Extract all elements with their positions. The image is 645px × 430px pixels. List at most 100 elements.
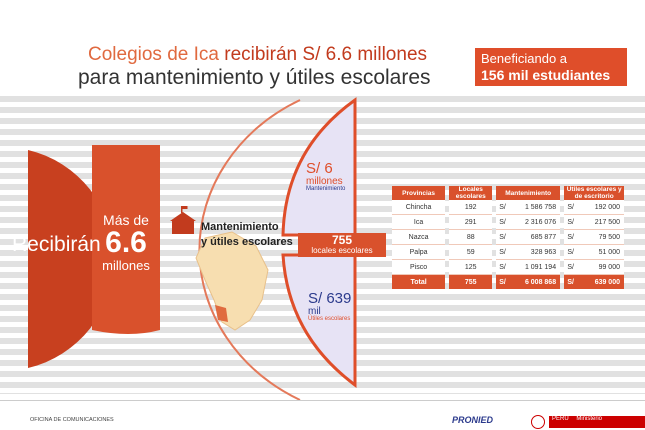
cell-value: 328 963 <box>530 248 557 256</box>
arc-top-caption: Mantenimiento <box>306 186 346 192</box>
cell-value: 51 000 <box>598 248 620 256</box>
table-row: Nazca 88 S/685 877 S/79 500 <box>392 229 624 245</box>
maint-label-line-2: y útiles escolares <box>201 236 293 248</box>
beneficiaries-badge: Beneficiando a 156 mil estudiantes <box>475 48 627 86</box>
table-cell: S/217 500 <box>564 214 624 230</box>
title-line-2: para mantenimiento y útiles escolares <box>78 66 431 89</box>
currency-label: S/ <box>567 218 574 226</box>
badge-line-2: 156 mil estudiantes <box>481 67 611 83</box>
table-row: Palpa 59 S/328 963 S/51 000 <box>392 244 624 260</box>
table-cell: Chincha <box>392 200 446 215</box>
maint-label-line-1: Mantenimiento <box>201 221 279 233</box>
title-line-1: Colegios de Ica recibirán S/ 6.6 millone… <box>88 44 645 66</box>
table-cell: Palpa <box>392 244 446 260</box>
school-icon <box>170 206 196 234</box>
currency-label: S/ <box>499 203 506 211</box>
table-cell: S/685 877 <box>496 229 561 245</box>
footer: OFICINA DE COMUNICACIONES PRONIED PERÚ M… <box>0 400 645 430</box>
table-cell: S/328 963 <box>496 244 561 260</box>
cell-value: 217 500 <box>594 218 620 226</box>
table-cell: S/639 000 <box>564 274 624 289</box>
table-cell: S/79 500 <box>564 229 624 245</box>
budget-table: Provincias Locales escolares Mantenimien… <box>392 186 624 289</box>
arc-bottom-fill <box>281 253 357 388</box>
ica-region <box>215 305 228 322</box>
currency-label: S/ <box>499 233 506 241</box>
arc-bottom-amount: S/ 639 <box>308 290 352 307</box>
col-header: Útiles escolares y de escritorio <box>564 186 624 200</box>
peru-shield-icon <box>531 415 545 429</box>
table-cell: 59 <box>449 244 493 260</box>
table-cell: Pisco <box>392 259 446 275</box>
ministry-logo: PERÚ Ministerio <box>549 416 645 428</box>
table-cell: S/2 316 076 <box>496 214 561 230</box>
table-cell: Ica <box>392 214 446 230</box>
table-cell: 125 <box>449 259 493 275</box>
badge-line-1: Beneficiando a <box>481 51 568 66</box>
cell-value: 99 000 <box>598 263 620 271</box>
cell-value: 192 000 <box>594 203 620 211</box>
arc-bottom-caption: Útiles escolares <box>308 316 351 322</box>
office-label: OFICINA DE COMUNICACIONES <box>30 417 114 423</box>
left-amount-block: Más de 6.6 millones <box>92 212 160 273</box>
table-cell: Nazca <box>392 229 446 245</box>
locales-bar <box>298 233 386 257</box>
amount-value: 6.6 <box>105 226 147 259</box>
currency-label: S/ <box>499 218 506 226</box>
currency-label: S/ <box>567 263 574 271</box>
currency-label: S/ <box>567 233 574 241</box>
currency-label: S/ <box>499 263 506 271</box>
col-header: Locales escolares <box>449 186 493 200</box>
cell-value: 6 008 868 <box>524 278 557 286</box>
table-cell: S/6 008 868 <box>496 274 561 289</box>
arc-top-amount: S/ 6 <box>306 160 333 177</box>
cell-value: 1 091 194 <box>524 263 557 271</box>
title-part-b: recibirán S/ 6.6 millones <box>224 44 428 65</box>
recibiran-label: Recibirán <box>12 233 101 256</box>
arc-top-text: S/ 6 millones Mantenimiento <box>306 160 345 192</box>
locales-number: 755 <box>331 233 353 247</box>
arc-bottom-text: S/ 639 mil Útiles escolares <box>308 290 351 322</box>
table-cell: 291 <box>449 214 493 230</box>
table-cell: S/1 586 758 <box>496 200 561 215</box>
ministerio-label: Ministerio <box>576 416 603 422</box>
table-cell: Total <box>392 274 446 289</box>
table-cell: S/1 091 194 <box>496 259 561 275</box>
locales-block: 755 locales escolares <box>298 234 386 256</box>
currency-label: S/ <box>567 203 574 211</box>
table-cell: S/192 000 <box>564 200 624 215</box>
maint-label: Mantenimiento y útiles escolares <box>201 220 293 250</box>
table-cell: S/51 000 <box>564 244 624 260</box>
table-row: Chincha 192 S/1 586 758 S/192 000 <box>392 200 624 215</box>
currency-label: S/ <box>499 248 506 256</box>
col-header: Provincias <box>392 186 446 200</box>
cell-value: 2 316 076 <box>524 218 557 226</box>
arc-top-unit: millones <box>306 176 343 187</box>
cell-value: 685 877 <box>530 233 557 241</box>
col-header: Mantenimiento <box>496 186 561 200</box>
arc-top-fill <box>281 97 357 237</box>
cell-value: 639 000 <box>594 278 620 286</box>
currency-label: S/ <box>499 278 506 286</box>
millones-label: millones <box>102 258 150 273</box>
locales-text: locales escolares <box>311 246 373 255</box>
title-part-a: Colegios de Ica <box>88 44 225 65</box>
peru-map <box>195 231 269 331</box>
currency-label: S/ <box>567 278 574 286</box>
currency-label: S/ <box>567 248 574 256</box>
mas-de-label: Más de <box>103 212 149 228</box>
arc-bottom-unit: mil <box>308 306 321 317</box>
table-row: Pisco 125 S/1 091 194 S/99 000 <box>392 259 624 275</box>
table-cell: 755 <box>449 274 493 289</box>
cell-value: 1 586 758 <box>524 203 557 211</box>
cell-value: 79 500 <box>598 233 620 241</box>
pronied-logo: PRONIED <box>452 415 494 425</box>
table-cell: 192 <box>449 200 493 215</box>
table-cell: S/99 000 <box>564 259 624 275</box>
table-row: Ica 291 S/2 316 076 S/217 500 <box>392 214 624 230</box>
left-amount-shape <box>92 145 160 334</box>
table-cell: 88 <box>449 229 493 245</box>
peru-label: PERÚ <box>552 416 569 422</box>
